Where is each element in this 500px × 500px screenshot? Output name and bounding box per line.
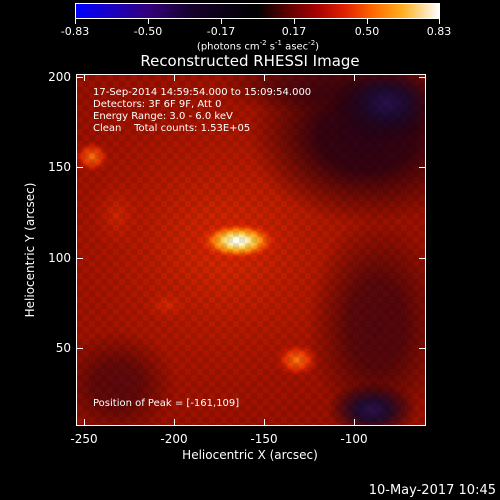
colorbar-unit-label: (photons cm-2 s-1 asec-2): [196, 39, 320, 53]
x-tick: [354, 75, 355, 81]
y-tick: [419, 167, 425, 168]
y-tick: [419, 77, 425, 78]
plot-title: Reconstructed RHESSI Image: [140, 52, 360, 70]
colorbar-tick-label: -0.17: [206, 25, 236, 38]
y-tick-label: 200: [48, 70, 71, 84]
timestamp: 10-May-2017 10:45: [368, 483, 496, 498]
y-tick-label: 50: [55, 341, 71, 355]
colorbar-tick: [148, 19, 149, 24]
y-tick: [77, 348, 83, 349]
colorbar-tick: [75, 19, 76, 24]
x-tick-label: -200: [160, 432, 188, 446]
x-tick: [264, 419, 265, 425]
colorbar-tick-label: 0.83: [426, 25, 452, 38]
heatmap-image: [77, 75, 425, 425]
x-tick: [174, 75, 175, 81]
y-axis-title: Heliocentric Y (arcsec): [23, 182, 37, 318]
colorbar: [75, 3, 440, 19]
colorbar-tick: [221, 19, 222, 24]
y-tick-label: 150: [48, 160, 71, 174]
x-tick: [84, 419, 85, 425]
y-tick: [419, 258, 425, 259]
peak-position-text: Position of Peak = [-161,109]: [93, 398, 240, 409]
x-tick-label: -100: [340, 432, 368, 446]
y-tick-label: 100: [48, 251, 71, 265]
x-tick: [354, 419, 355, 425]
y-tick: [77, 258, 83, 259]
x-tick: [264, 75, 265, 81]
x-tick-label: -150: [250, 432, 278, 446]
colorbar-tick-label: 0.50: [354, 25, 380, 38]
y-tick: [77, 77, 83, 78]
colorbar-tick: [294, 19, 295, 24]
observation-info: 17-Sep-2014 14:59:54.000 to 15:09:54.000…: [93, 87, 311, 135]
colorbar-section: -0.83 -0.50 -0.17 0.17 0.50 0.83 (photon…: [0, 0, 500, 60]
time-range-text: 17-Sep-2014 14:59:54.000 to 15:09:54.000: [93, 87, 312, 98]
x-tick-label: -250: [70, 432, 98, 446]
detectors-text: Detectors: 3F 6F 9F, Att 0: [93, 99, 222, 110]
x-tick: [84, 75, 85, 81]
x-axis-title: Heliocentric X (arcsec): [182, 448, 318, 462]
y-tick: [419, 348, 425, 349]
colorbar-tick-label: -0.50: [133, 25, 163, 38]
colorbar-tick: [439, 19, 440, 24]
colorbar-tick-label: 0.17: [281, 25, 307, 38]
rhessi-image: [77, 75, 425, 425]
clean-counts-text: Clean Total counts: 1.53E+05: [93, 123, 251, 134]
y-tick: [77, 167, 83, 168]
energy-range-text: Energy Range: 3.0 - 6.0 keV: [93, 111, 233, 122]
x-tick: [174, 419, 175, 425]
colorbar-tick-label: -0.83: [60, 25, 90, 38]
colorbar-tick: [367, 19, 368, 24]
